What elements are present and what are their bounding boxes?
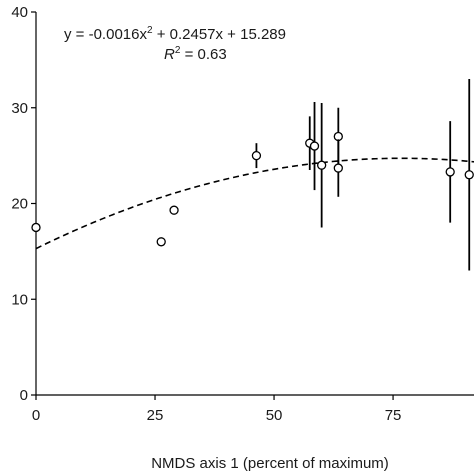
- data-points: [31, 79, 474, 271]
- y-tick-label: 20: [11, 196, 28, 213]
- fit-curve: [35, 157, 474, 250]
- y-tick-label: 30: [11, 100, 28, 117]
- regression-equation: y = -0.0016x2 + 0.2457x + 15.289: [64, 25, 286, 43]
- y-tick-label: 0: [20, 387, 28, 404]
- data-point: [333, 131, 343, 142]
- x-axis-title: NMDS axis 1 (percent of maximum): [151, 455, 389, 472]
- x-tick-label: 75: [385, 407, 402, 424]
- x-tick-label: 25: [147, 407, 164, 424]
- y-tick-label: 10: [11, 291, 28, 308]
- data-point: [169, 205, 179, 215]
- data-point: [251, 150, 262, 161]
- x-tick-label: 0: [32, 407, 40, 424]
- x-axis: 0 25 50 75: [32, 394, 474, 424]
- y-axis: 0 10 20 30 40: [11, 4, 37, 404]
- data-point: [464, 170, 474, 180]
- data-point: [445, 167, 455, 177]
- data-point: [156, 237, 166, 247]
- data-point: [309, 141, 320, 151]
- data-point: [31, 222, 41, 233]
- data-point: [317, 160, 327, 170]
- data-point: [333, 163, 343, 173]
- r-squared-label: R2 = 0.63: [164, 45, 227, 63]
- y-tick-label: 40: [11, 4, 28, 21]
- x-tick-label: 50: [266, 407, 283, 424]
